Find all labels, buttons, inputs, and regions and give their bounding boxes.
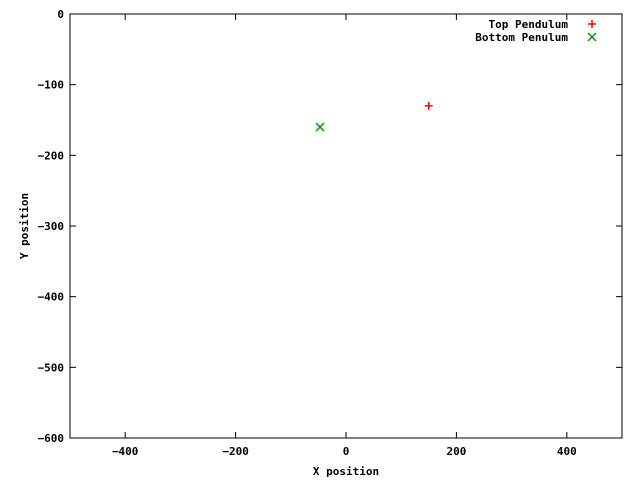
legend-label: Bottom Penulum — [475, 31, 568, 44]
plot-frame — [69, 13, 623, 439]
x-axis-ticks: −400 −200 0 200 400 — [112, 14, 577, 458]
data-point — [315, 122, 325, 132]
legend-marker — [588, 20, 596, 28]
data-points — [315, 101, 433, 132]
y-axis-ticks: 0 −100 −200 −300 −400 −500 −600 — [38, 8, 622, 445]
legend-marker — [587, 32, 597, 42]
y-tick-label: −400 — [38, 291, 65, 304]
y-tick-label: 0 — [57, 8, 64, 21]
legend-label: Top Pendulum — [489, 18, 569, 31]
x-axis-title: X position — [313, 465, 379, 478]
y-axis-title: Y position — [18, 193, 31, 259]
y-tick-label: −300 — [38, 220, 65, 233]
x-tick-label: 200 — [446, 445, 466, 458]
data-point — [424, 101, 433, 110]
y-tick-label: −500 — [38, 361, 65, 374]
y-tick-label: −200 — [38, 149, 65, 162]
x-tick-label: −400 — [112, 445, 139, 458]
x-tick-label: −200 — [222, 445, 249, 458]
x-tick-label: 400 — [557, 445, 577, 458]
y-tick-label: −600 — [38, 432, 65, 445]
y-tick-label: −100 — [38, 79, 65, 92]
x-tick-label: 0 — [343, 445, 350, 458]
